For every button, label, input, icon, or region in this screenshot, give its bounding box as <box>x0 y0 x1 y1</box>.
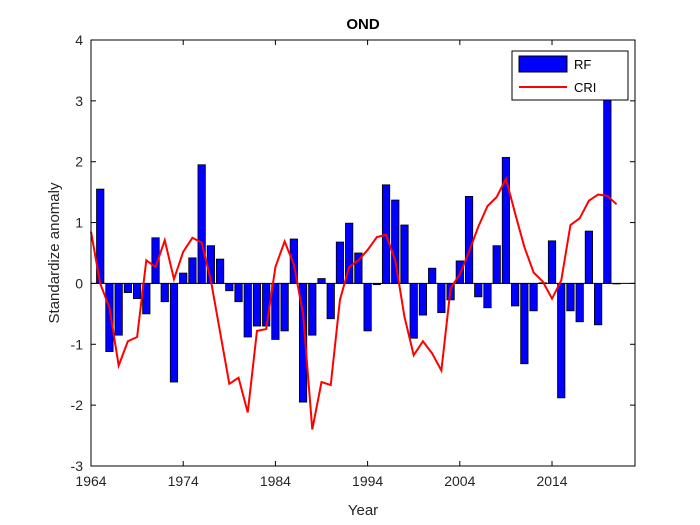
rf-bar-2019 <box>594 283 603 326</box>
rf-bar-1984 <box>271 283 280 340</box>
rf-bar-1990 <box>326 283 335 320</box>
plot-frame <box>90 39 636 467</box>
y-tick-label: 2 <box>75 154 83 170</box>
plot-area <box>91 40 635 466</box>
rf-bar-1991 <box>335 241 345 284</box>
x-tick-label: 1994 <box>352 473 383 489</box>
rf-bar-2006 <box>474 283 483 298</box>
y-tick-label: -2 <box>71 397 84 413</box>
legend: RF CRI <box>511 50 629 101</box>
y-axis-label: Standardize anomaly <box>46 182 63 323</box>
x-axis-label: Year <box>348 502 378 519</box>
rf-bar-2000 <box>418 283 428 316</box>
rf-bar-2007 <box>483 283 492 309</box>
rf-bar-1974 <box>179 272 188 284</box>
rf-bar-2018 <box>584 230 593 284</box>
legend-swatch-rf <box>518 55 568 73</box>
rf-bar-1998 <box>400 224 409 284</box>
rf-bar-2011 <box>520 283 529 365</box>
rf-bar-2015 <box>557 283 566 399</box>
rf-bar-1982 <box>252 283 262 327</box>
rf-bar-2001 <box>428 267 437 284</box>
rf-bar-2002 <box>437 283 446 314</box>
rf-bar-2016 <box>566 283 575 312</box>
rf-bar-2017 <box>575 283 584 323</box>
rf-bar-1969 <box>133 283 142 300</box>
rf-bar-1994 <box>363 283 372 332</box>
rf-bar-2014 <box>547 240 557 284</box>
y-tick-label: -3 <box>71 458 84 474</box>
rf-bar-2020 <box>603 83 612 284</box>
rf-bar-1972 <box>160 283 169 303</box>
rf-bar-1985 <box>280 283 289 332</box>
y-tick-label: 1 <box>75 215 83 231</box>
rf-bar-1980 <box>234 283 243 303</box>
chart-title: OND <box>346 16 380 33</box>
rf-bar-1978 <box>215 258 225 284</box>
rf-bar-1967 <box>114 283 123 336</box>
rf-bars <box>96 83 621 403</box>
rf-bar-2012 <box>529 283 538 312</box>
rf-bar-1976 <box>197 164 206 284</box>
rf-bar-1979 <box>225 283 234 292</box>
y-tick-label: 3 <box>75 93 83 109</box>
x-tick-label: 2004 <box>444 473 475 489</box>
legend-label-cri: CRI <box>574 80 596 95</box>
cri-line <box>90 175 618 430</box>
rf-bar-1968 <box>123 283 132 293</box>
rf-bar-2005 <box>464 195 474 284</box>
y-tick-label: -1 <box>71 336 84 352</box>
rf-bar-1966 <box>105 283 114 352</box>
y-tick-label: 4 <box>75 32 83 48</box>
legend-label-rf: RF <box>574 57 591 72</box>
rf-bar-1973 <box>169 283 179 383</box>
rf-bar-2010 <box>511 283 520 307</box>
x-tick-label: 2014 <box>536 473 567 489</box>
rf-bar-1975 <box>188 257 197 284</box>
y-tick-label: 0 <box>75 275 83 291</box>
x-tick-label: 1984 <box>260 473 291 489</box>
rf-bar-1988 <box>308 283 317 336</box>
rf-bar-2008 <box>492 245 501 284</box>
rf-bar-1989 <box>317 278 326 284</box>
rf-bar-1981 <box>243 283 252 338</box>
rf-bar-1983 <box>262 283 271 327</box>
x-tick-label: 1964 <box>75 473 106 489</box>
rf-bar-1999 <box>409 283 418 339</box>
rf-bar-2009 <box>501 157 511 284</box>
x-tick-label: 1974 <box>168 473 199 489</box>
axis-ticks: -3 -2 -1 0 1 2 3 4 1964 1974 1984 1994 2004 2014 <box>71 32 635 489</box>
